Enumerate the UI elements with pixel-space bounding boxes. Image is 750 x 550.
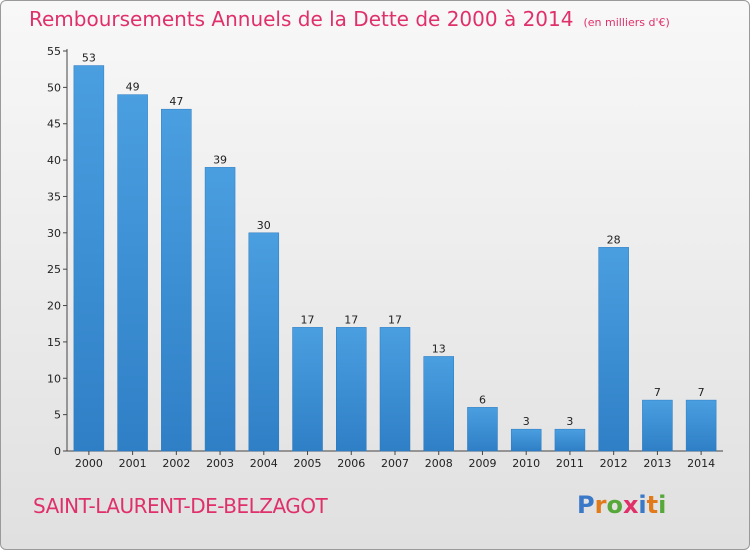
x-tick-label-2010: 2010 bbox=[512, 457, 540, 470]
y-tick-label: 55 bbox=[47, 45, 61, 58]
bar-2003 bbox=[204, 167, 236, 452]
y-tick-label: 10 bbox=[47, 372, 61, 385]
x-tick-label-2001: 2001 bbox=[119, 457, 147, 470]
proxiti-logo: Proxiti bbox=[577, 491, 666, 519]
x-tick-label-2009: 2009 bbox=[468, 457, 496, 470]
x-tick-label-2014: 2014 bbox=[687, 457, 715, 470]
data-label-2008: 13 bbox=[432, 342, 446, 355]
logo-letter: x bbox=[622, 491, 639, 519]
data-label-2001: 49 bbox=[126, 81, 140, 94]
x-tick-label-2004: 2004 bbox=[250, 457, 278, 470]
x-tick-label-2013: 2013 bbox=[643, 457, 671, 470]
logo-letter: r bbox=[594, 491, 607, 519]
bar-2011 bbox=[554, 428, 586, 452]
data-label-2009: 6 bbox=[479, 393, 486, 406]
data-label-2000: 53 bbox=[82, 52, 96, 65]
chart-title-text: Remboursements Annuels de la Dette de 20… bbox=[29, 7, 574, 31]
bar-2012 bbox=[598, 247, 629, 452]
data-label-2014: 7 bbox=[698, 386, 705, 399]
y-tick-label: 5 bbox=[54, 409, 61, 422]
x-tick-label-2012: 2012 bbox=[600, 457, 628, 470]
x-tick-label-2007: 2007 bbox=[381, 457, 409, 470]
data-label-2010: 3 bbox=[523, 415, 530, 428]
data-label-2005: 17 bbox=[301, 313, 315, 326]
logo-letter: i bbox=[638, 491, 647, 519]
logo-letter: i bbox=[658, 491, 667, 519]
x-tick-label-2011: 2011 bbox=[556, 457, 584, 470]
bar-2005 bbox=[292, 327, 323, 452]
y-tick-label: 35 bbox=[47, 190, 61, 203]
x-tick-label-2006: 2006 bbox=[337, 457, 365, 470]
y-tick-label: 0 bbox=[54, 445, 61, 458]
bar-2009 bbox=[467, 407, 498, 452]
y-tick-label: 25 bbox=[47, 263, 61, 276]
x-tick-label-2000: 2000 bbox=[75, 457, 103, 470]
y-tick-label: 45 bbox=[47, 118, 61, 131]
bar-2006 bbox=[336, 327, 367, 452]
bar-2013 bbox=[642, 399, 673, 452]
x-tick-label-2008: 2008 bbox=[425, 457, 453, 470]
data-label-2006: 17 bbox=[344, 313, 358, 326]
y-tick-label: 50 bbox=[47, 81, 61, 94]
x-tick-label-2002: 2002 bbox=[162, 457, 190, 470]
logo-letter: o bbox=[606, 491, 623, 519]
x-tick-label-2003: 2003 bbox=[206, 457, 234, 470]
chart-subtitle: (en milliers d'€) bbox=[583, 16, 670, 29]
x-tick-label-2005: 2005 bbox=[294, 457, 322, 470]
data-label-2007: 17 bbox=[388, 313, 402, 326]
data-label-2011: 3 bbox=[566, 415, 573, 428]
data-label-2004: 30 bbox=[257, 219, 271, 232]
logo-letter: P bbox=[577, 491, 595, 519]
data-label-2002: 47 bbox=[169, 95, 183, 108]
data-label-2003: 39 bbox=[213, 153, 227, 166]
y-tick-label: 20 bbox=[47, 300, 61, 313]
chart-title: Remboursements Annuels de la Dette de 20… bbox=[29, 7, 670, 31]
data-label-2013: 7 bbox=[654, 386, 661, 399]
bar-2000 bbox=[73, 65, 105, 452]
logo-letter: t bbox=[646, 491, 659, 519]
y-tick-label: 15 bbox=[47, 336, 61, 349]
commune-name: SAINT-LAURENT-DE-BELZAGOT bbox=[33, 494, 328, 518]
bar-2008 bbox=[423, 356, 454, 452]
bar-2001 bbox=[117, 94, 148, 452]
y-tick-label: 30 bbox=[47, 227, 61, 240]
bar-2002 bbox=[161, 108, 192, 452]
y-tick-label: 40 bbox=[47, 154, 61, 167]
data-label-2012: 28 bbox=[607, 233, 621, 246]
bar-2014 bbox=[685, 399, 717, 452]
bar-2004 bbox=[248, 232, 280, 452]
bar-2010 bbox=[510, 428, 542, 452]
bar-2007 bbox=[379, 327, 411, 452]
